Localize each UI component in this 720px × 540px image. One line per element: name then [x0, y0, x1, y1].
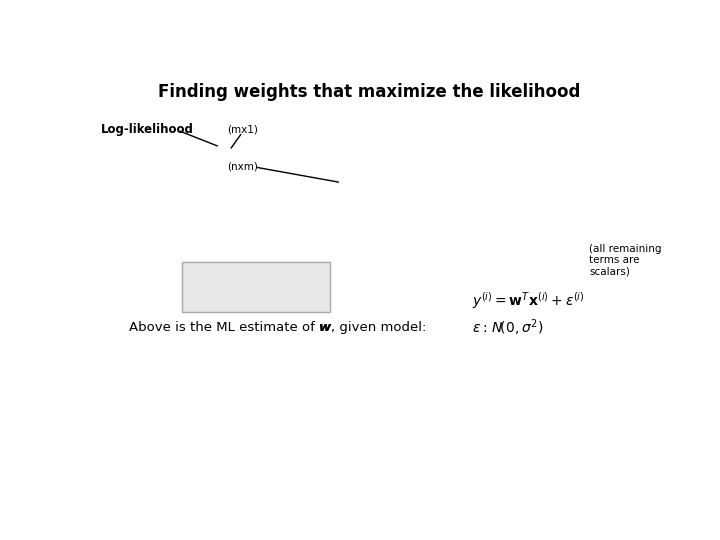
Text: (nxm): (nxm) [227, 161, 258, 172]
Text: (all remaining
terms are
scalars): (all remaining terms are scalars) [590, 244, 662, 277]
Text: (mx1): (mx1) [227, 124, 258, 134]
Bar [182, 262, 330, 312]
Text: Log-likelihood: Log-likelihood [101, 123, 194, 136]
Text: $y^{(i)} = \mathbf{w}^T\mathbf{x}^{(i)} + \varepsilon^{(i)}$: $y^{(i)} = \mathbf{w}^T\mathbf{x}^{(i)} … [472, 290, 585, 311]
Text: Finding weights that maximize the likelihood: Finding weights that maximize the likeli… [158, 83, 580, 101]
Text: w: w [319, 321, 331, 334]
Text: Above is the ML estimate of: Above is the ML estimate of [129, 321, 319, 334]
Text: $\varepsilon:\, N\!\left(0, \sigma^2\right)$: $\varepsilon:\, N\!\left(0, \sigma^2\rig… [472, 318, 544, 338]
Text: , given model:: , given model: [331, 321, 427, 334]
Text: w: w [319, 321, 331, 334]
